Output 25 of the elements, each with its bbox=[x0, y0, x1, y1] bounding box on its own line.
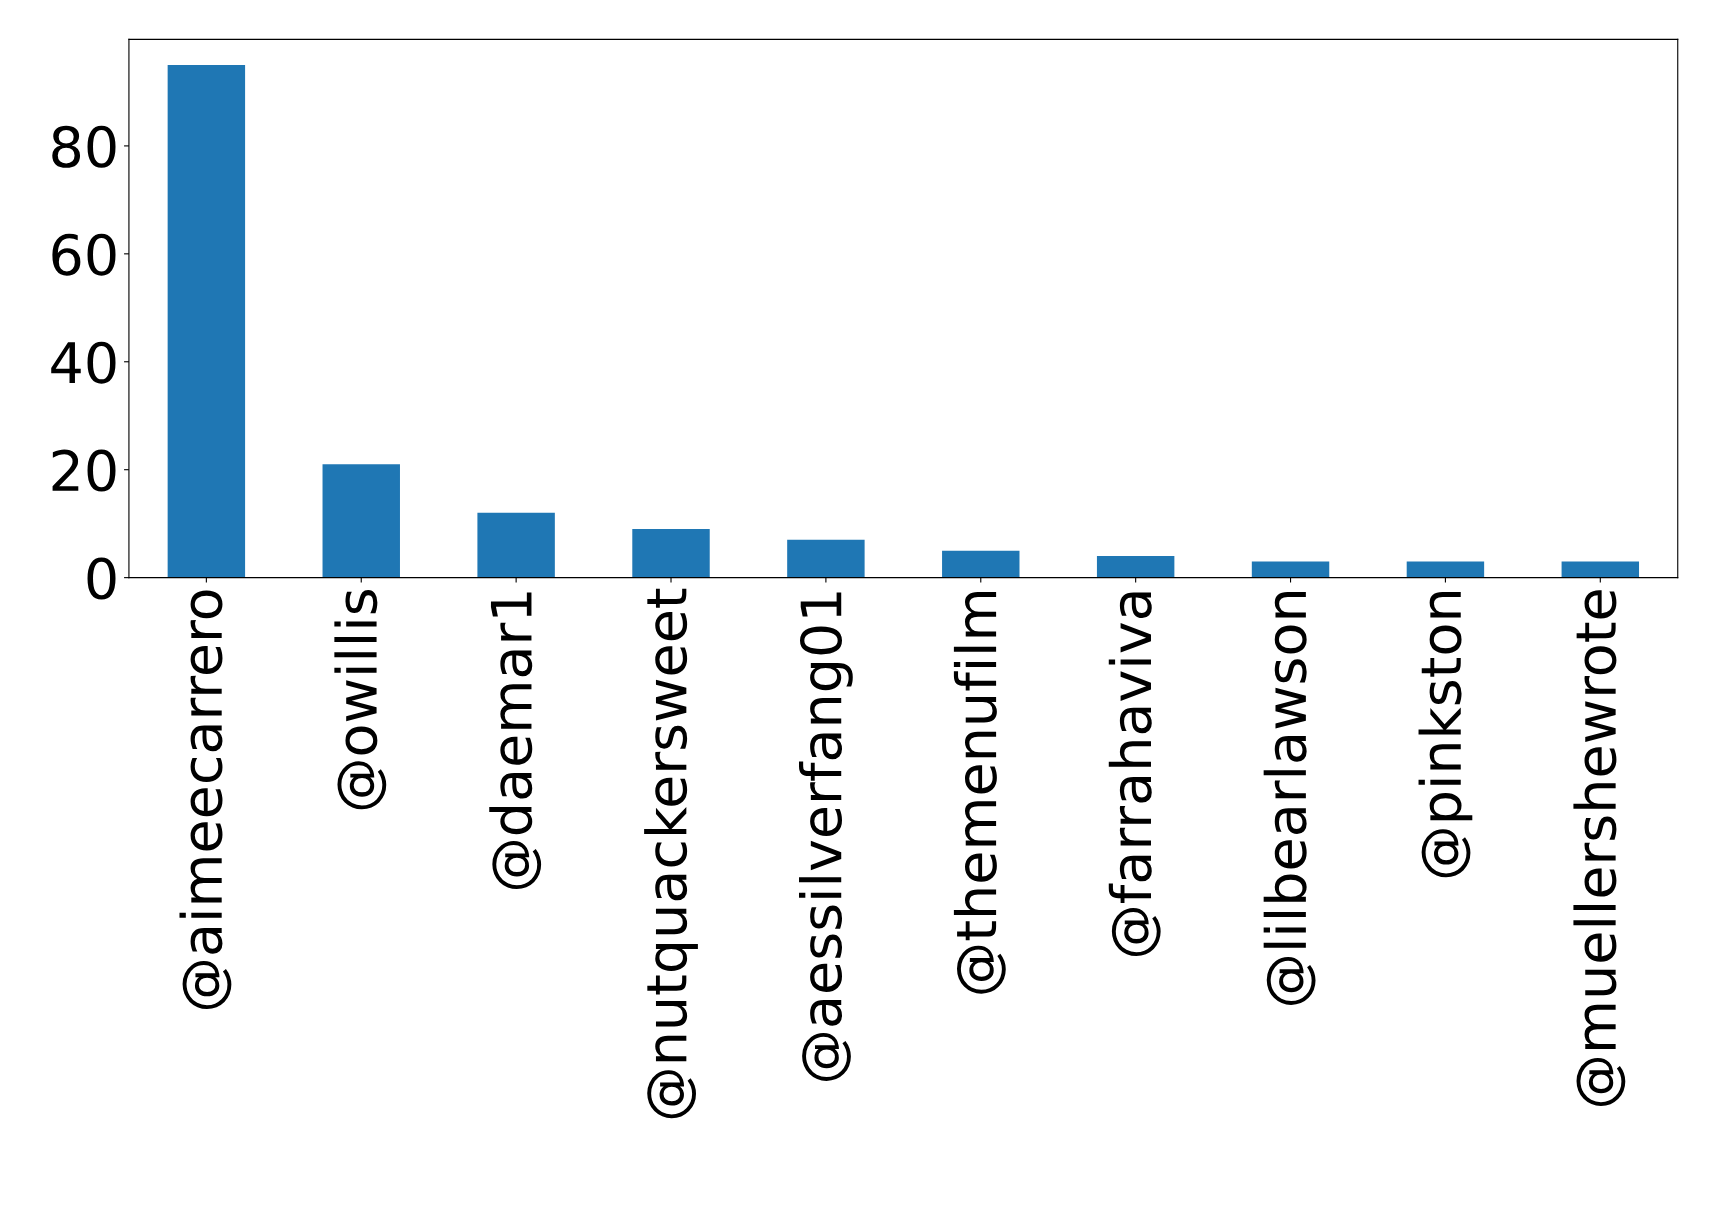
x-tick-label: @daemar1 bbox=[489, 592, 542, 890]
x-tick-label: @aimeecarrero bbox=[179, 590, 232, 1010]
x-tick-label: @owillis bbox=[334, 590, 387, 810]
bar bbox=[1406, 561, 1485, 578]
y-tick-label: 20 bbox=[52, 449, 116, 492]
bar bbox=[167, 64, 246, 578]
y-tick-label: 80 bbox=[52, 125, 116, 168]
y-tick-label: 60 bbox=[52, 233, 116, 276]
x-tick-label: @muellershewrote bbox=[1573, 590, 1626, 1106]
y-tick-label: 0 bbox=[87, 557, 116, 600]
y-tick-label: 40 bbox=[51, 341, 116, 384]
bar bbox=[942, 550, 1020, 578]
bar bbox=[1251, 561, 1330, 578]
x-tick-label: @nutquackersweet bbox=[644, 588, 698, 1119]
bar bbox=[322, 464, 400, 578]
bar bbox=[787, 539, 865, 578]
bar bbox=[477, 512, 555, 578]
x-tick-label: @farrahaviva bbox=[1108, 592, 1161, 957]
x-tick-label: @lilbearlawson bbox=[1263, 592, 1316, 1005]
x-tick-label: @aessilverfang01 bbox=[799, 592, 853, 1081]
x-tick-label: @themenufilm bbox=[953, 592, 1006, 994]
bar bbox=[632, 529, 710, 578]
bar bbox=[1096, 556, 1175, 578]
x-tick-label: @pinkston bbox=[1418, 592, 1473, 878]
bar bbox=[1561, 561, 1640, 578]
